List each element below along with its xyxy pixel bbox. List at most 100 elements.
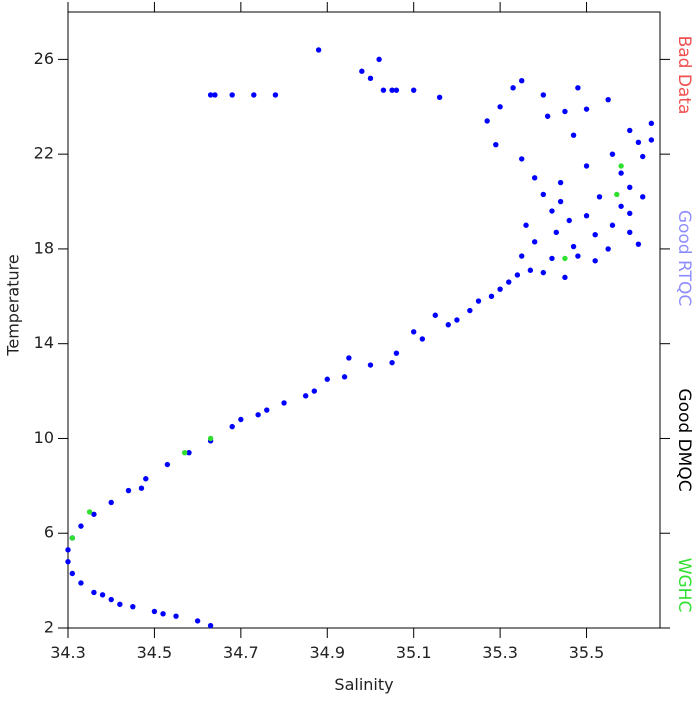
legend-entry: Good RTQC	[674, 210, 694, 306]
data-point	[484, 118, 490, 124]
y-tick-label: 26	[34, 49, 54, 68]
data-point	[229, 423, 235, 430]
data-point	[510, 85, 516, 91]
data-point	[86, 509, 93, 515]
data-point	[497, 104, 503, 110]
data-point	[592, 258, 598, 264]
data-point	[540, 269, 547, 276]
data-point	[475, 298, 482, 304]
data-point	[160, 611, 166, 617]
x-tick-label: 34.7	[223, 643, 259, 662]
data-point	[523, 222, 529, 228]
data-point	[618, 163, 624, 169]
data-point	[393, 87, 400, 93]
data-point	[540, 191, 547, 198]
data-point	[264, 407, 270, 413]
data-point	[125, 487, 132, 494]
data-point	[78, 523, 84, 529]
y-tick-label: 14	[34, 333, 54, 352]
data-point	[311, 388, 318, 394]
data-point	[393, 350, 400, 356]
data-point	[596, 194, 603, 200]
data-point	[117, 601, 123, 608]
data-point	[389, 359, 395, 366]
data-point	[566, 217, 572, 224]
x-tick-label: 35.5	[569, 643, 605, 662]
data-point	[359, 68, 365, 74]
y-tick-label: 6	[44, 523, 54, 542]
data-point	[553, 229, 559, 236]
x-tick-label: 34.9	[309, 643, 345, 662]
data-point	[635, 139, 642, 146]
data-point	[531, 239, 538, 245]
data-point	[143, 476, 149, 482]
x-tick-label: 34.5	[137, 643, 173, 662]
data-point	[562, 274, 568, 281]
data-point	[493, 141, 499, 148]
data-point	[302, 393, 309, 399]
data-point	[575, 85, 581, 91]
data-point	[380, 87, 387, 93]
data-point	[91, 511, 97, 517]
data-point	[640, 194, 646, 200]
data-point	[229, 92, 235, 98]
data-point	[488, 293, 495, 300]
data-point	[614, 191, 620, 198]
x-tick-label: 35.3	[482, 643, 518, 662]
data-point	[454, 317, 460, 323]
data-point	[65, 547, 71, 553]
y-tick-label: 2	[44, 618, 54, 637]
x-tick-label: 34.3	[50, 643, 86, 662]
data-point	[346, 355, 352, 361]
data-point	[255, 412, 261, 418]
plot-frame	[67, 11, 661, 629]
data-point	[570, 132, 577, 138]
y-tick-label: 22	[34, 144, 54, 163]
data-point	[69, 570, 76, 577]
y-axis-label: Temperature	[4, 254, 23, 356]
data-point	[544, 113, 551, 119]
data-point	[65, 558, 71, 565]
data-point	[605, 246, 611, 252]
data-point	[514, 272, 521, 278]
data-point	[562, 108, 568, 115]
data-point	[341, 374, 348, 380]
data-point	[186, 449, 192, 456]
data-point	[609, 222, 616, 228]
data-point	[549, 208, 555, 214]
data-point	[519, 78, 525, 84]
data-point	[181, 449, 188, 456]
data-point	[506, 279, 512, 285]
data-point	[570, 243, 577, 250]
legend-entry: Good DMQC	[674, 388, 694, 491]
data-point	[445, 322, 451, 328]
data-point	[557, 179, 564, 186]
data-point	[432, 312, 438, 318]
data-point	[519, 156, 525, 162]
data-point	[592, 232, 598, 238]
data-point	[605, 96, 611, 103]
data-point	[531, 175, 538, 181]
data-point	[419, 336, 426, 342]
data-point	[527, 267, 534, 273]
data-point	[519, 253, 525, 259]
data-point	[164, 461, 171, 468]
legend-entry: WGHC	[674, 558, 694, 613]
data-point	[173, 613, 179, 619]
legend-entry: Bad Data	[674, 36, 694, 115]
data-point	[627, 210, 633, 217]
data-point	[648, 120, 655, 127]
data-point	[497, 286, 503, 292]
data-point	[376, 56, 382, 63]
data-point	[410, 87, 417, 93]
data-point	[627, 127, 633, 134]
data-point	[272, 92, 279, 98]
data-point	[281, 400, 287, 406]
data-point	[324, 376, 330, 382]
data-point	[635, 241, 642, 247]
data-point	[389, 87, 395, 93]
data-point	[583, 163, 590, 169]
data-point	[69, 535, 76, 541]
